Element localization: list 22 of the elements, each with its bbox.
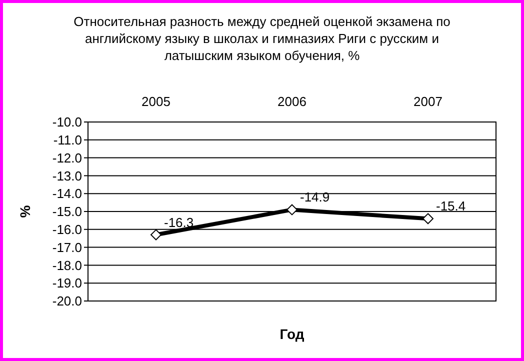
x-tick-label: 2007 — [414, 94, 442, 109]
data-label: -16.3 — [164, 214, 194, 230]
y-tick-label: -19.0 — [52, 276, 82, 291]
y-tick-label: -11.0 — [53, 132, 82, 148]
y-tick-label: -14.0 — [52, 186, 82, 202]
chart-title: Относительная разность между средней оценкой экзамена по английскому языку в школах и гимназиях Риги с русским и латышским языком обучения, % — [74, 14, 450, 63]
x-tick-label: 2006 — [278, 94, 306, 109]
y-tick-label: -18.0 — [52, 258, 82, 273]
y-tick-label: -10.0 — [52, 114, 82, 130]
point — [422, 213, 434, 224]
y-axis-title: % — [17, 204, 33, 218]
y-tick-label: -16.0 — [52, 222, 82, 237]
y-tick-label: -13.0 — [52, 168, 82, 184]
x-axis-title: Год — [280, 326, 304, 342]
y-tick-label: -15.0 — [52, 204, 82, 220]
data-label: -15.4 — [436, 198, 466, 214]
x-tick-label: 2005 — [142, 94, 170, 109]
point — [286, 204, 298, 216]
y-tick-label: -17.0 — [52, 240, 82, 255]
point — [150, 229, 162, 240]
y-tick-label: -20.0 — [52, 294, 82, 309]
y-tick-label: -12.0 — [52, 150, 82, 166]
